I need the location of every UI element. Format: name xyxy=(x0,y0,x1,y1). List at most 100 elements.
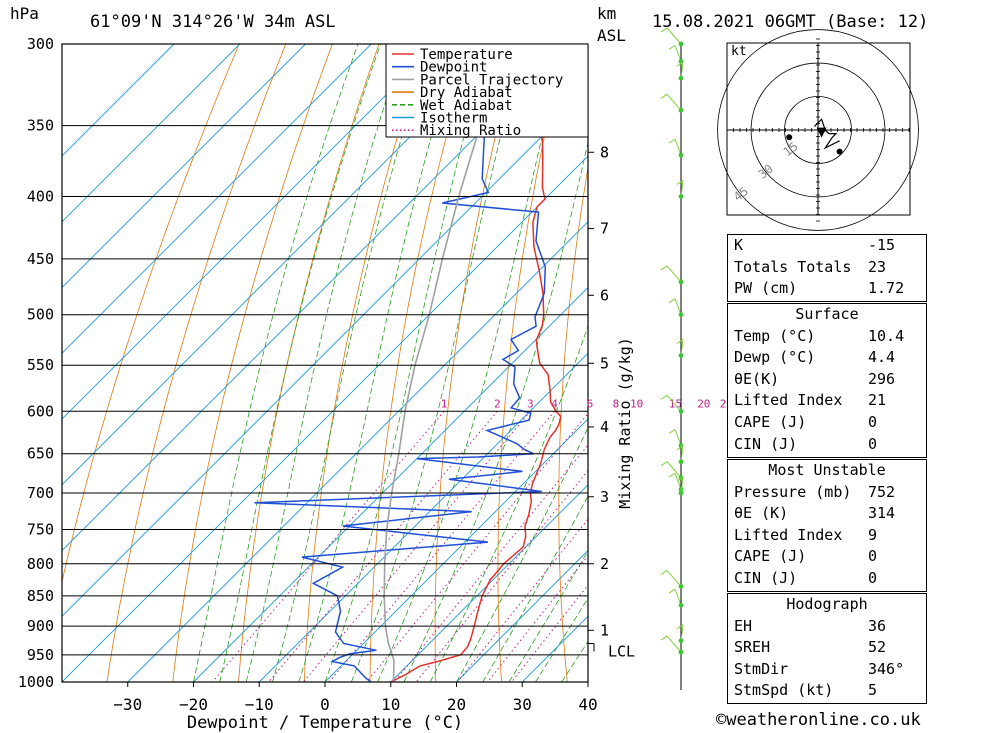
x-axis-label: Dewpoint / Temperature (°C) xyxy=(187,713,463,733)
wind-barb-dot xyxy=(678,584,684,589)
hodograph-unit: kt xyxy=(731,44,747,59)
index-row: Totals Totals 23 xyxy=(728,257,926,279)
wet-adiabat xyxy=(508,550,588,682)
wet-adiabat xyxy=(298,44,459,682)
wet-adiabat xyxy=(482,495,588,682)
hodograph-value: 36 xyxy=(868,616,887,635)
mixing-ratio-line xyxy=(366,412,588,682)
hodograph-row: EH 36 xyxy=(728,616,926,638)
wind-barb xyxy=(668,429,676,434)
wind-barb-dot xyxy=(678,649,684,655)
hodograph-point xyxy=(786,134,793,141)
pressure-tick-label: 1000 xyxy=(18,673,54,691)
isotherm xyxy=(62,44,372,354)
wind-barb xyxy=(680,180,684,197)
most-unstable-row: Pressure (mb) 752 xyxy=(728,482,926,504)
mixing-ratio-label: 10 xyxy=(630,397,643,410)
most-unstable-row: CIN (J) 0 xyxy=(728,568,926,590)
wind-barb-dot xyxy=(678,490,684,496)
most-unstable-label: CIN (J) xyxy=(734,568,798,587)
index-row: PW (cm) 1.72 xyxy=(728,278,926,300)
pressure-tick-label: 850 xyxy=(27,587,54,605)
x-tick-label: 0 xyxy=(320,695,330,714)
isotherm xyxy=(62,44,569,552)
index-label: PW (cm) xyxy=(734,279,798,298)
wet-adiabat xyxy=(350,44,526,682)
wind-barb-dot xyxy=(678,107,684,113)
pressure-tick-label: 550 xyxy=(27,356,54,374)
isotherm xyxy=(62,44,175,157)
legend-label: Isotherm xyxy=(420,111,487,127)
pressure-tick-label: 950 xyxy=(27,646,54,664)
x-tick-label: 10 xyxy=(381,695,400,714)
x-tick-label: 30 xyxy=(513,695,532,714)
wind-barb xyxy=(666,27,682,45)
hodograph-ring xyxy=(750,62,886,198)
most-unstable-title: Most Unstable xyxy=(768,461,886,479)
lcl-label: LCL xyxy=(608,643,635,661)
wind-barb xyxy=(674,588,682,606)
isotherm xyxy=(62,44,438,420)
surface-value: 4.4 xyxy=(868,348,896,367)
height-tick-label: 1 xyxy=(600,621,609,639)
wind-barb xyxy=(660,635,668,641)
location-title: 61°09'N 314°26'W 34m ASL xyxy=(90,12,336,32)
index-value: 23 xyxy=(868,257,887,276)
x-tick-label: −20 xyxy=(179,695,208,714)
hodograph-stats-title: Hodograph xyxy=(786,595,868,613)
pressure-tick-label: 700 xyxy=(27,484,54,502)
height-unit-label-asl: ASL xyxy=(597,26,626,45)
wind-barb xyxy=(676,624,684,630)
most-unstable-value: 314 xyxy=(868,504,896,523)
series-parcel-trajectory xyxy=(383,44,517,682)
legend-label: Temperature xyxy=(420,47,513,63)
mixing-ratio-label: 20 xyxy=(697,397,710,410)
wet-adiabat xyxy=(245,44,405,682)
x-tick-label: 20 xyxy=(447,695,466,714)
surface-label: Lifted Index xyxy=(734,391,843,410)
most-unstable-label: CAPE (J) xyxy=(734,547,807,566)
series-dewpoint xyxy=(254,44,547,682)
wind-barb xyxy=(676,61,684,67)
legend-label: Dewpoint xyxy=(420,60,487,76)
wind-barb xyxy=(676,180,684,185)
indices-box: K -15 Totals Totals 23 PW (cm) 1.72 xyxy=(727,234,927,302)
pressure-tick-label: 750 xyxy=(27,521,54,539)
wind-barb xyxy=(680,62,684,79)
wind-barb-dot xyxy=(678,152,684,158)
hodograph-ring-label: 30 xyxy=(756,162,776,182)
mixing-ratio-line xyxy=(393,444,588,682)
legend-label: Dry Adiabat xyxy=(420,85,513,101)
storm-motion-marker xyxy=(816,127,827,138)
most-unstable-value: 0 xyxy=(868,547,878,566)
wind-barb-dot xyxy=(678,312,684,318)
wind-barb xyxy=(668,472,676,478)
mixing-ratio-line xyxy=(415,469,588,682)
mixing-ratio-label: 6 xyxy=(587,397,594,410)
height-tick-label: 8 xyxy=(600,143,609,161)
wind-barbs xyxy=(660,27,684,655)
isotherm xyxy=(62,155,588,682)
mixing-ratio-line xyxy=(268,410,498,682)
wet-adiabat xyxy=(377,44,566,682)
wind-barb xyxy=(676,339,684,344)
x-tick-label: 40 xyxy=(578,695,597,714)
height-tick-label: 7 xyxy=(600,220,609,238)
copyright-footer[interactable]: ©weatheronline.co.uk xyxy=(716,710,921,730)
isotherm xyxy=(62,44,504,486)
hodograph-ring xyxy=(784,96,852,164)
wind-barb xyxy=(666,635,682,653)
hodograph-stats-box: Hodograph EH 36 SREH 52 StmDir 346° StmSpd (kt… xyxy=(727,593,927,704)
most-unstable-label: θE (K) xyxy=(734,504,789,523)
dry-adiabat xyxy=(238,44,380,682)
wind-barb xyxy=(674,45,682,62)
wind-barb-dot xyxy=(678,75,684,81)
wind-barb-dot xyxy=(678,194,684,199)
wind-barb xyxy=(668,138,676,144)
legend-label: Mixing Ratio xyxy=(420,123,521,139)
surface-label: CAPE (J) xyxy=(734,412,807,431)
mixing-ratio-label: 2 xyxy=(494,397,501,410)
pressure-unit-label: hPa xyxy=(10,4,39,23)
surface-box: Surface Temp (°C) 10.4 Dewp (°C) 4.4 θE(K) 29… xyxy=(727,303,927,458)
